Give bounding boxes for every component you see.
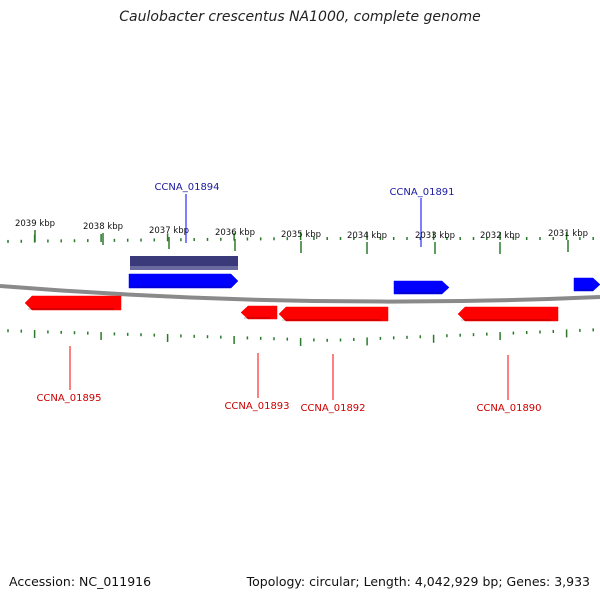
gene-label[interactable]: CCNA_01893: [224, 401, 289, 412]
feature-shade: [282, 319, 381, 321]
scale-label: 2031 kbp: [548, 229, 588, 239]
inner-tick-track: [7, 328, 594, 347]
scale-label: 2038 kbp: [83, 222, 123, 232]
scale-label: 2033 kbp: [415, 231, 455, 241]
gene-label[interactable]: CCNA_01895: [36, 393, 101, 404]
scale-label: 2035 kbp: [281, 230, 321, 240]
feature-shade: [577, 289, 593, 291]
gene-feature-ccna-01894[interactable]: [128, 273, 239, 289]
gene-label[interactable]: CCNA_01890: [476, 403, 541, 414]
feature-shade: [244, 317, 270, 319]
scale-label: 2037 kbp: [149, 226, 189, 236]
feature-shade: [397, 292, 442, 294]
gene-feature-partial[interactable]: [573, 277, 600, 292]
genome-summary: Topology: circular; Length: 4,042,929 bp…: [246, 574, 590, 589]
gene-labels: CCNA_01894 CCNA_01891 CCNA_01895 CCNA_01893…: [36, 182, 541, 414]
gene-label[interactable]: CCNA_01892: [300, 403, 365, 414]
scale-label: 2034 kbp: [347, 231, 387, 241]
gene-label[interactable]: CCNA_01894: [154, 182, 219, 193]
scale-label: 2036 kbp: [215, 228, 255, 238]
map-title: Caulobacter crescentus NA1000, complete …: [119, 9, 481, 25]
scale-label: 2039 kbp: [15, 219, 55, 229]
genome-backbone: [0, 284, 600, 304]
gene-feature-ccna-01893[interactable]: [240, 305, 278, 320]
gene-feature-ccna-01890[interactable]: [457, 306, 559, 322]
gene-features[interactable]: [24, 256, 600, 322]
gene-feature-ccna-01895[interactable]: [24, 295, 122, 311]
outer-tick-track: [7, 232, 594, 243]
gene-feature-ccna-01891[interactable]: [393, 280, 450, 295]
feature-shade: [461, 319, 551, 321]
gene-feature-ccna-01892[interactable]: [278, 306, 389, 322]
feature-shade: [130, 266, 238, 270]
feature-shade: [132, 286, 231, 288]
accession-label: Accession: NC_011916: [9, 574, 152, 589]
feature-shade: [28, 308, 114, 310]
gene-label[interactable]: CCNA_01891: [389, 187, 454, 198]
scale-label: 2032 kbp: [480, 231, 520, 241]
scale-labels: 2039 kbp 2038 kbp 2037 kbp 2036 kbp 2035 kbp…: [15, 219, 588, 254]
